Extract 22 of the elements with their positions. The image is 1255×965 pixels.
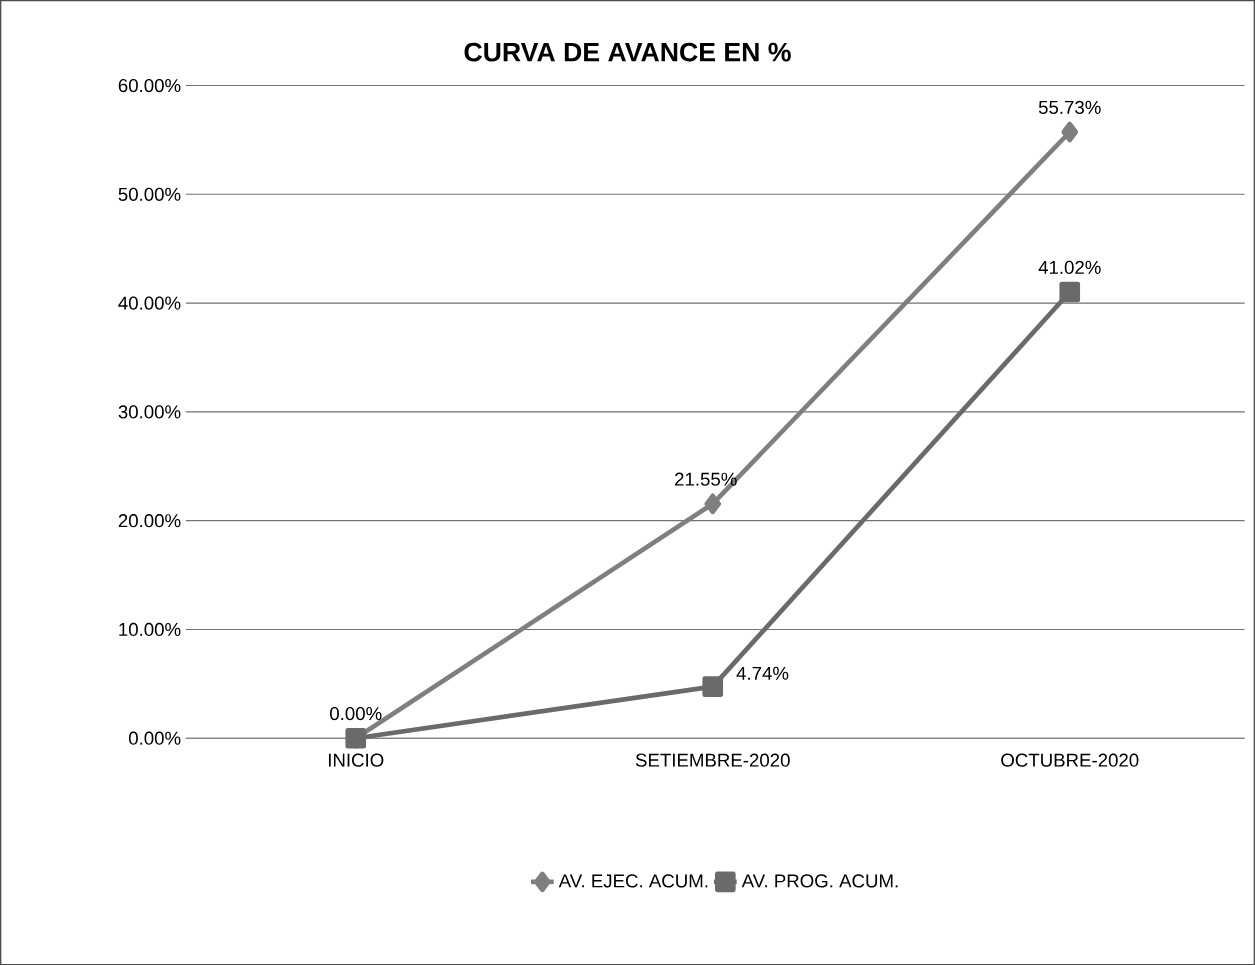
y-tick-label: 30.00% — [118, 405, 181, 419]
point — [704, 493, 722, 514]
x-tick-label: OCTUBRE-2020 — [1001, 753, 1139, 767]
x-tick-label: SETIEMBRE-2020 — [635, 753, 790, 767]
data-label: 41.02% — [1038, 260, 1101, 274]
data-label: 4.74% — [736, 666, 789, 680]
y-tick-label: 0.00% — [128, 731, 181, 745]
chart-title: CURVA DE AVANCE EN % — [464, 42, 791, 62]
y-tick-label: 10.00% — [119, 622, 181, 636]
y-tick-label: 20.00% — [118, 513, 181, 528]
y-tick-label: 40.00% — [118, 296, 181, 310]
point — [702, 676, 724, 697]
point — [1059, 281, 1081, 303]
data-label: 0.00% — [330, 706, 382, 721]
data-label: 55.73% — [1038, 100, 1101, 114]
point — [1061, 121, 1079, 143]
data-label: 21.55% — [675, 472, 737, 486]
y-tick-label: 60.00% — [118, 78, 181, 93]
x-tick-label: INICIO — [328, 753, 384, 767]
legend-label: AV. PROG. ACUM. — [741, 874, 898, 888]
y-tick-label: 50.00% — [118, 187, 181, 201]
legend-label: AV. EJEC. ACUM. — [558, 874, 708, 888]
